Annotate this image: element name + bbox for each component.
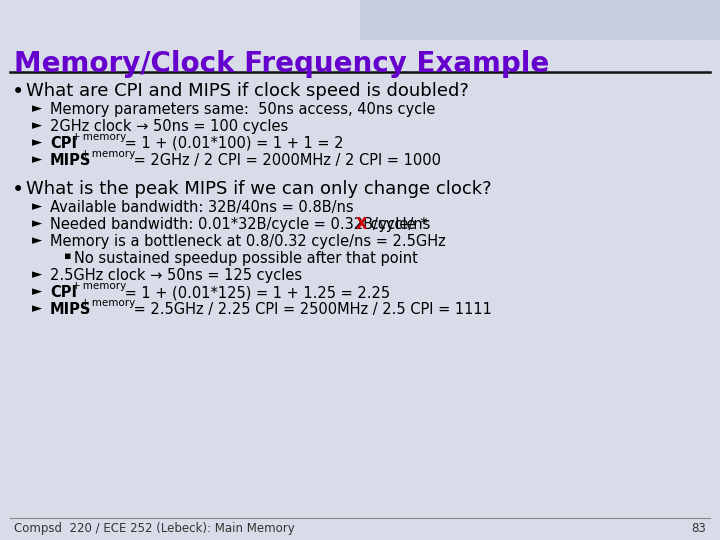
Text: 83: 83 bbox=[691, 522, 706, 535]
Text: Available bandwidth: 32B/40ns = 0.8B/ns: Available bandwidth: 32B/40ns = 0.8B/ns bbox=[50, 200, 354, 215]
Text: + memory: + memory bbox=[81, 149, 135, 159]
Text: = 2GHz / 2 CPI = 2000MHz / 2 CPI = 1000: = 2GHz / 2 CPI = 2000MHz / 2 CPI = 1000 bbox=[129, 153, 441, 168]
Text: MIPS: MIPS bbox=[50, 302, 91, 317]
Bar bbox=[360, 0, 720, 40]
Text: What is the peak MIPS if we can only change clock?: What is the peak MIPS if we can only cha… bbox=[26, 180, 492, 198]
Text: ▪: ▪ bbox=[64, 251, 71, 261]
Text: ►: ► bbox=[32, 119, 42, 132]
Text: Compsd  220 / ECE 252 (Lebeck): Main Memory: Compsd 220 / ECE 252 (Lebeck): Main Memo… bbox=[14, 522, 294, 535]
Text: + memory: + memory bbox=[72, 281, 126, 291]
Text: + memory: + memory bbox=[72, 132, 126, 142]
Text: ►: ► bbox=[32, 217, 42, 230]
Text: •: • bbox=[12, 82, 24, 102]
Text: ►: ► bbox=[32, 200, 42, 213]
Text: ►: ► bbox=[32, 234, 42, 247]
Text: 2.5GHz clock → 50ns = 125 cycles: 2.5GHz clock → 50ns = 125 cycles bbox=[50, 268, 302, 283]
Text: Memory is a bottleneck at 0.8/0.32 cycle/ns = 2.5GHz: Memory is a bottleneck at 0.8/0.32 cycle… bbox=[50, 234, 446, 249]
Text: ►: ► bbox=[32, 136, 42, 149]
Text: cycle/ns: cycle/ns bbox=[366, 217, 431, 232]
Text: CPI: CPI bbox=[50, 285, 77, 300]
Text: 2GHz clock → 50ns = 100 cycles: 2GHz clock → 50ns = 100 cycles bbox=[50, 119, 288, 134]
Text: MIPS: MIPS bbox=[50, 153, 91, 168]
Text: No sustained speedup possible after that point: No sustained speedup possible after that… bbox=[74, 251, 418, 266]
Text: = 2.5GHz / 2.25 CPI = 2500MHz / 2.5 CPI = 1111: = 2.5GHz / 2.25 CPI = 2500MHz / 2.5 CPI … bbox=[129, 302, 492, 317]
Text: + memory: + memory bbox=[81, 298, 135, 308]
Text: ►: ► bbox=[32, 285, 42, 298]
Text: Memory/Clock Frequency Example: Memory/Clock Frequency Example bbox=[14, 50, 549, 78]
Text: ►: ► bbox=[32, 302, 42, 315]
Text: CPI: CPI bbox=[50, 136, 77, 151]
Text: ►: ► bbox=[32, 268, 42, 281]
Text: ►: ► bbox=[32, 102, 42, 115]
Text: = 1 + (0.01*125) = 1 + 1.25 = 2.25: = 1 + (0.01*125) = 1 + 1.25 = 2.25 bbox=[120, 285, 390, 300]
Text: What are CPI and MIPS if clock speed is doubled?: What are CPI and MIPS if clock speed is … bbox=[26, 82, 469, 100]
Text: Memory parameters same:  50ns access, 40ns cycle: Memory parameters same: 50ns access, 40n… bbox=[50, 102, 436, 117]
Text: •: • bbox=[12, 180, 24, 200]
Text: Needed bandwidth: 0.01*32B/cycle = 0.32B/cycle *: Needed bandwidth: 0.01*32B/cycle = 0.32B… bbox=[50, 217, 432, 232]
Text: = 1 + (0.01*100) = 1 + 1 = 2: = 1 + (0.01*100) = 1 + 1 = 2 bbox=[120, 136, 343, 151]
Text: X: X bbox=[356, 217, 367, 232]
Text: ►: ► bbox=[32, 153, 42, 166]
